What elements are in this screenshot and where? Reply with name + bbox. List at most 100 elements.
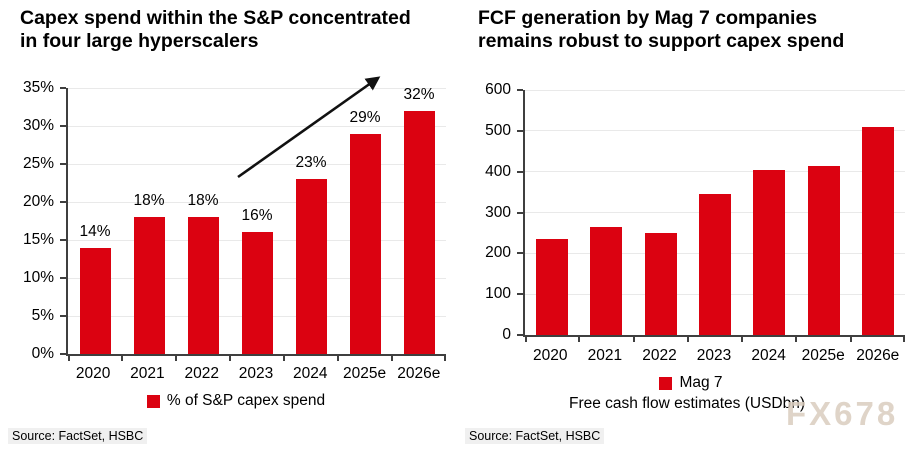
x-category-label: 2021: [587, 347, 623, 364]
x-category-label: 2025e: [801, 347, 845, 364]
bar-2024: [753, 169, 786, 335]
x-tick: [175, 356, 177, 361]
x-category-label: 2020: [75, 365, 111, 382]
y-tick-label: 100: [485, 285, 511, 303]
left-y-axis: 35% 30% 25% 20% 15% 10% 5% 0%: [0, 79, 66, 362]
bar-value-2022: 18%: [187, 192, 219, 210]
y-tick-label: 600: [485, 81, 511, 98]
y-tick: [60, 87, 66, 89]
bar-value-2025e: 29%: [349, 108, 381, 126]
gridline: [68, 201, 446, 203]
x-tick: [121, 356, 123, 361]
bar-2026e: [861, 126, 894, 335]
x-category-label: 2026e: [856, 347, 900, 364]
x-category-label: 2022: [184, 365, 219, 382]
right-chart-panel: FCF generation by Mag 7 companies remain…: [456, 0, 913, 462]
bar-value-2023: 16%: [241, 207, 273, 225]
gridline: [68, 87, 446, 89]
bar-2025e: [349, 133, 381, 354]
x-tick: [229, 356, 231, 361]
right-chart-title-line1: FCF generation by Mag 7 companies: [478, 7, 818, 29]
left-x-axis-labels: 2020 2021 2022 2023 2024 2025e 2026e: [66, 365, 446, 383]
y-tick: [60, 201, 66, 203]
y-tick: [517, 170, 523, 173]
bar-value-2024: 23%: [295, 154, 327, 172]
x-tick: [444, 356, 446, 361]
y-tick: [517, 129, 523, 132]
bar-2021: [590, 226, 623, 335]
bar-2023: [699, 194, 731, 335]
right-source-note: Source: FactSet, HSBC: [465, 428, 605, 444]
y-tick-label: 30%: [22, 117, 54, 134]
bar-value-2021: 18%: [133, 192, 165, 210]
right-chart-title-line2: remains robust to support capex spend: [478, 30, 845, 52]
y-tick: [60, 125, 66, 127]
left-chart-title: Capex spend within the S&P concentrated …: [20, 7, 452, 53]
y-tick-label: 200: [485, 244, 511, 262]
y-tick-label: 10%: [22, 269, 54, 286]
y-tick: [517, 211, 523, 214]
y-tick: [517, 89, 523, 91]
legend-swatch-icon: [659, 376, 673, 390]
bar-2020: [536, 239, 569, 335]
left-chart-title-line1: Capex spend within the S&P concentrated: [20, 7, 411, 29]
left-source-note: Source: FactSet, HSBC: [8, 428, 148, 444]
x-tick: [337, 356, 339, 361]
x-tick: [903, 337, 905, 342]
right-x-axis-labels: 2020 2021 2022 2023 2024 2025e 2026e: [523, 347, 905, 365]
y-tick-label: 300: [485, 203, 511, 221]
right-plot-area: [523, 89, 905, 342]
x-category-label: 2022: [642, 347, 677, 364]
y-tick-label: 400: [485, 162, 511, 180]
left-chart-panel: Capex spend within the S&P concentrated …: [0, 0, 456, 462]
left-plot-area: 14% 18% 18% 16% 23% 29% 32%: [66, 85, 446, 361]
right-legend: Mag 7: [456, 374, 913, 392]
x-category-label: 2023: [696, 347, 732, 364]
x-tick: [68, 356, 70, 361]
x-tick: [686, 337, 689, 342]
bar-value-2020: 14%: [79, 222, 111, 240]
gridline: [525, 130, 905, 132]
x-tick: [741, 337, 744, 342]
x-category-label: 2023: [238, 365, 274, 382]
y-tick: [60, 315, 66, 317]
x-category-label: 2026e: [397, 365, 441, 382]
left-chart-title-line2: in four large hyperscalers: [20, 30, 259, 52]
bar-2021: [133, 217, 165, 354]
bar-2022: [187, 217, 219, 354]
y-tick-label: 15%: [22, 231, 54, 248]
x-tick: [283, 356, 285, 361]
left-legend: % of S&P capex spend: [0, 392, 472, 410]
x-category-label: 2025e: [342, 365, 387, 382]
y-tick: [517, 252, 523, 255]
bar-value-2026e: 32%: [403, 85, 435, 103]
watermark: FX678: [786, 395, 899, 432]
bar-2020: [79, 247, 111, 354]
right-legend-label: Mag 7: [679, 374, 723, 391]
bar-2024: [295, 179, 327, 354]
gridline: [68, 163, 446, 165]
right-y-axis: 600 500 400 300 200 100 0: [456, 81, 523, 343]
x-tick: [525, 337, 527, 342]
y-tick-label: 35%: [22, 79, 54, 96]
bar-2025e: [807, 165, 840, 335]
bar-2023: [241, 232, 273, 354]
left-legend-label: % of S&P capex spend: [166, 392, 326, 409]
y-tick-label: 20%: [22, 193, 54, 210]
y-tick-label: 5%: [31, 307, 54, 324]
x-tick: [849, 337, 852, 342]
y-tick: [60, 277, 66, 279]
bar-2022: [644, 232, 677, 335]
y-tick-label: 500: [485, 121, 511, 139]
gridline: [525, 171, 905, 173]
x-category-label: 2020: [533, 347, 568, 364]
x-tick: [632, 337, 635, 342]
y-tick-label: 0: [502, 326, 511, 343]
right-chart-title: FCF generation by Mag 7 companies remain…: [478, 7, 908, 53]
x-category-label: 2021: [130, 365, 165, 382]
y-tick: [517, 293, 523, 296]
y-tick-label: 25%: [22, 155, 54, 172]
x-category-label: 2024: [293, 365, 328, 382]
y-tick: [60, 163, 66, 165]
